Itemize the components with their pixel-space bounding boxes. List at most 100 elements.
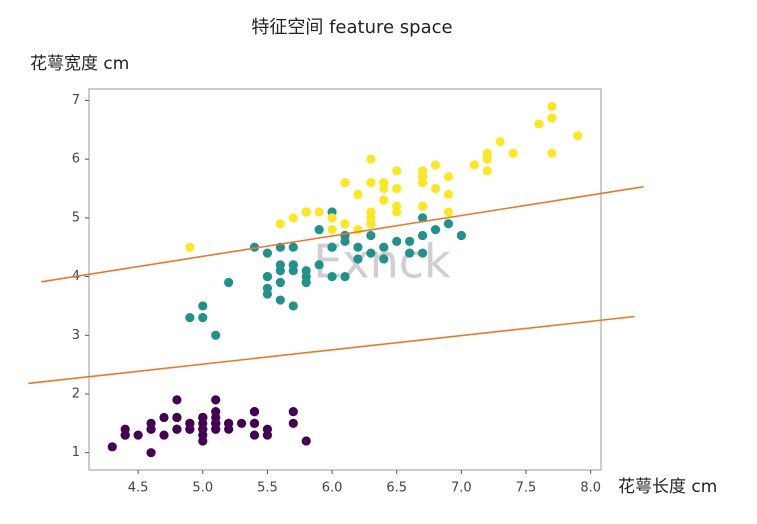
point (430, 225, 441, 235)
point (301, 207, 311, 217)
point (379, 242, 389, 252)
point (288, 213, 298, 223)
boundary-line (28, 315, 635, 385)
point (314, 207, 324, 217)
point (185, 242, 195, 252)
point (249, 430, 260, 440)
point (366, 154, 376, 164)
point (443, 219, 454, 229)
point (120, 430, 130, 440)
point (288, 301, 298, 311)
point (443, 207, 454, 217)
point (159, 430, 169, 440)
point (262, 430, 273, 440)
point (443, 189, 454, 199)
point (366, 230, 376, 241)
x-tick-label: 6.5 (386, 481, 407, 496)
point (417, 172, 428, 182)
point (262, 271, 273, 282)
point (172, 395, 182, 405)
point (211, 412, 221, 423)
chart-title: 特征空间 feature space (251, 17, 452, 38)
point (353, 189, 363, 199)
point (172, 412, 182, 423)
y-tick-label: 2 (72, 386, 80, 401)
x-tick-label: 7.5 (516, 481, 537, 496)
y-tick-label: 3 (72, 328, 80, 343)
point (547, 148, 557, 158)
x-tick-label: 5.5 (257, 481, 278, 496)
point (379, 254, 389, 264)
y-tick-label: 7 (72, 93, 80, 108)
point (379, 183, 389, 194)
point (249, 242, 260, 252)
point (443, 172, 454, 182)
point (236, 418, 247, 428)
point (288, 242, 298, 252)
point (275, 219, 285, 229)
point (353, 242, 363, 252)
point (327, 213, 337, 223)
point (392, 166, 402, 176)
point (469, 160, 479, 170)
point (392, 183, 402, 194)
point (224, 418, 234, 428)
point (417, 201, 428, 211)
point (405, 236, 415, 246)
point (198, 424, 208, 434)
point (366, 213, 376, 223)
point (314, 260, 324, 270)
point (430, 183, 441, 194)
boundary-line (41, 185, 644, 283)
point (288, 266, 298, 276)
point (211, 395, 221, 405)
point (366, 178, 376, 188)
point (340, 219, 350, 229)
y-tick-label: 6 (72, 152, 80, 167)
point (314, 225, 324, 235)
point (198, 313, 208, 323)
point (288, 406, 298, 417)
point (508, 148, 518, 158)
point (417, 213, 428, 223)
point (534, 119, 544, 129)
point (172, 424, 182, 434)
point (340, 271, 350, 282)
point (185, 313, 195, 323)
point (340, 178, 350, 188)
point (198, 301, 208, 311)
point (353, 254, 363, 264)
y-tick-label: 5 (72, 210, 80, 225)
x-tick-label: 4.5 (128, 481, 149, 496)
point (262, 248, 273, 258)
point (146, 424, 156, 434)
point (288, 418, 298, 428)
x-tick-label: 5.0 (192, 481, 213, 496)
point (275, 260, 285, 270)
x-tick-label: 8.0 (580, 481, 601, 496)
point (198, 412, 208, 423)
point (107, 442, 117, 452)
point (430, 160, 441, 170)
x-tick-label: 6.0 (322, 481, 343, 496)
point (249, 406, 260, 417)
point (262, 289, 273, 299)
point (211, 330, 221, 340)
point (275, 277, 285, 288)
point (392, 236, 402, 246)
point (275, 295, 285, 305)
point (482, 166, 492, 176)
point (224, 277, 234, 288)
point (405, 248, 415, 258)
point (417, 248, 428, 258)
point (249, 418, 260, 428)
y-tick-label: 1 (72, 445, 80, 460)
point (340, 236, 350, 246)
point (547, 101, 557, 111)
x-axis-label: 花萼长度 cm (618, 477, 717, 497)
point (133, 430, 143, 440)
point (379, 195, 389, 205)
point (495, 136, 505, 147)
point (185, 424, 195, 434)
